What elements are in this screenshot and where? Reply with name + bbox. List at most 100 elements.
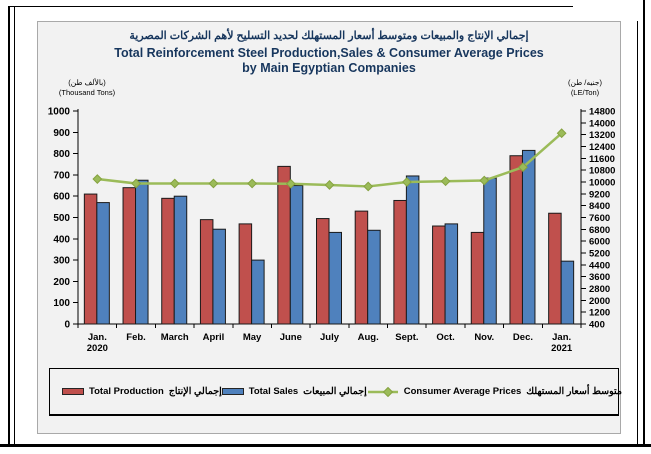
left-axis-tick-label: 0 xyxy=(64,320,70,331)
x-axis-category-label: Sept. xyxy=(395,332,418,343)
prices-marker-icon xyxy=(556,128,567,139)
prices-marker-icon xyxy=(401,177,412,187)
prices-marker-icon xyxy=(285,178,296,189)
x-axis-category-label: 2021 xyxy=(551,343,573,354)
x-axis-category-label: Feb. xyxy=(126,332,146,343)
sales-bar xyxy=(483,177,497,325)
frame-top-line xyxy=(8,6,573,7)
prices-marker-icon xyxy=(518,162,528,173)
sales-bar xyxy=(521,149,536,325)
right-axis-tick-label: 5200 xyxy=(589,249,610,260)
x-axis-category-label: 2020 xyxy=(87,343,108,354)
x-axis-category-label: March xyxy=(161,332,189,343)
production-bar xyxy=(238,223,253,325)
chart-title-arabic: إجمالي الإنتاج والمبيعات ومتوسط أسعار ال… xyxy=(129,30,529,42)
right-axis-tick-label: 1200 xyxy=(589,308,610,319)
right-axis-unit-arabic: (جنيه/ طن) xyxy=(567,78,603,87)
prices-marker-icon xyxy=(363,181,374,192)
left-axis-tick-label: 300 xyxy=(53,256,70,267)
x-axis-category-label: Dec. xyxy=(513,332,533,343)
chart-title-english-line2: by Main Egyptian Companies xyxy=(242,61,416,75)
sales-bar xyxy=(405,175,420,325)
legend-sales-label-ar: إجمالي المبيعات xyxy=(303,386,367,397)
production-bar xyxy=(470,231,485,325)
x-axis-category-label: Jan. xyxy=(88,332,107,343)
right-axis-tick-label: 400 xyxy=(589,320,605,331)
right-axis-tick-label: 11600 xyxy=(589,154,615,165)
production-bar xyxy=(548,212,562,325)
prices-marker-icon xyxy=(324,180,335,190)
frame-inner-left-line xyxy=(14,6,15,444)
chart-title-english-line1: Total Reinforcement Steel Production,Sal… xyxy=(114,46,544,60)
right-axis-tick-label: 2800 xyxy=(589,284,610,295)
production-bar xyxy=(83,193,98,325)
frame-left-line xyxy=(8,6,10,444)
production-bar xyxy=(432,225,446,325)
sales-bar xyxy=(96,202,110,325)
left-axis-tick-label: 700 xyxy=(53,170,70,181)
x-axis-category-label: Oct. xyxy=(436,332,454,343)
production-bar xyxy=(316,218,330,325)
prices-line xyxy=(97,132,563,188)
left-axis-tick-label: 1000 xyxy=(48,107,71,118)
legend-production-label-ar: إجمالي الإنتاج xyxy=(168,386,222,397)
right-axis-tick-label: 6800 xyxy=(589,225,610,236)
right-axis-tick-label: 6000 xyxy=(589,237,610,248)
right-axis-unit-label: (جنيه/ طن) (LE/Ton) xyxy=(552,78,618,97)
frame-inner-right-line xyxy=(637,21,638,444)
production-bar xyxy=(509,155,523,325)
right-axis-tick-label: 8400 xyxy=(589,201,610,212)
right-axis-tick-label: 13200 xyxy=(589,130,615,141)
sales-bars xyxy=(96,149,575,325)
prices-line-swatch-icon xyxy=(367,386,398,397)
legend-prices-label-ar: متوسط أسعار المستهلك xyxy=(526,386,622,397)
sales-bar xyxy=(173,195,188,325)
sales-bar xyxy=(367,229,381,325)
sales-bar xyxy=(560,260,575,325)
sales-bar xyxy=(289,185,304,325)
x-axis-category-label: Jan. xyxy=(552,332,571,343)
right-axis-tick-label: 3600 xyxy=(589,272,610,283)
prices-marker-icon xyxy=(92,174,103,184)
frame-right-line xyxy=(643,0,645,447)
left-axis-unit-label: (بالألف طن) (Thousand Tons) xyxy=(44,78,130,97)
left-axis-tick-label: 600 xyxy=(53,192,70,203)
legend-item-production: Total Production إجمالي الإنتاج xyxy=(62,386,222,397)
production-bar xyxy=(393,199,407,325)
x-axis-category-label: July xyxy=(320,332,340,343)
left-axis-tick-label: 200 xyxy=(53,277,70,288)
right-axis-tick-label: 14800 xyxy=(589,107,615,118)
prices-marker-icon xyxy=(247,178,258,189)
prices-marker-icon xyxy=(479,175,490,186)
sales-bar xyxy=(135,179,149,325)
right-axis-tick-label: 10000 xyxy=(589,178,615,189)
prices-marker-icon xyxy=(440,176,451,187)
prices-marker-icon xyxy=(169,178,180,189)
production-bars xyxy=(83,155,562,325)
left-axis-tick-label: 800 xyxy=(53,149,70,160)
right-axis-tick-label: 7600 xyxy=(589,213,610,224)
prices-marker-icon xyxy=(131,178,141,189)
right-axis-tick-label: 12400 xyxy=(589,142,615,153)
x-axis-category-label: June xyxy=(280,332,302,343)
production-bar xyxy=(354,210,369,325)
right-axis-tick-label: 9200 xyxy=(589,189,610,200)
right-axis-unit-english: (LE/Ton) xyxy=(570,87,600,97)
production-bar xyxy=(199,219,214,325)
chart-legend: Total Production إجمالي الإنتاج Total Sa… xyxy=(49,368,622,416)
left-axis-unit-english: (Thousand Tons) xyxy=(58,87,116,97)
left-axis-tick-label: 500 xyxy=(53,213,70,224)
x-axis-category-label: Aug. xyxy=(358,332,379,343)
right-axis-tick-label: 4400 xyxy=(589,260,610,271)
sales-bar xyxy=(251,259,265,325)
combo-chart-plot: 0100200300400500600700800900100040012002… xyxy=(48,107,616,355)
x-axis-category-label: Nov. xyxy=(474,332,494,343)
frame-bottom-line xyxy=(0,444,651,447)
sales-bar xyxy=(444,223,459,325)
left-axis-tick-label: 400 xyxy=(53,234,70,245)
right-axis-tick-label: 10800 xyxy=(589,166,615,177)
chart-area: 0 100 200 300 400 500 600 700 800 900 1000 400 1200 2… xyxy=(37,21,622,434)
prices-marker-icon xyxy=(208,178,219,189)
legend-item-prices: Consumer Average Prices متوسط أسعار المس… xyxy=(367,386,622,397)
prices-line-markers xyxy=(92,128,567,192)
